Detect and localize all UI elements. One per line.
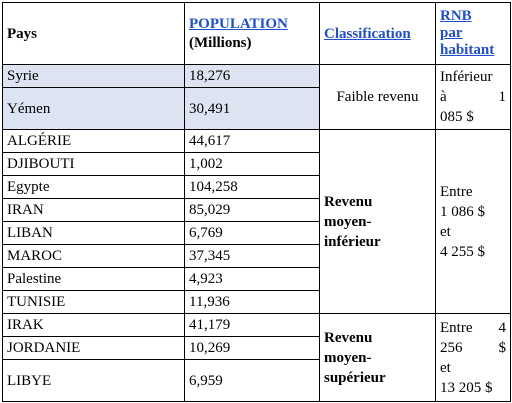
- population-cell: 4,923: [184, 267, 320, 291]
- population-cell: 11,936: [184, 290, 320, 314]
- table-row: Egypte 104,258: [2, 175, 511, 199]
- population-cell: 41,179: [184, 313, 320, 337]
- country-cell: Egypte: [2, 175, 185, 199]
- class-lower-line3: inférieur: [324, 233, 381, 250]
- rnb-low-line1: Inférieur: [440, 69, 493, 85]
- table-row: LIBAN 6,769: [2, 221, 511, 245]
- rnb-low-line2b: 1: [498, 89, 507, 105]
- table-row: DJIBOUTI 1,002: [2, 152, 511, 176]
- rnb-upper-line1: Entre 4: [440, 318, 506, 338]
- country-cell: IRAK: [2, 313, 185, 337]
- country-cell: LIBAN: [2, 221, 185, 245]
- population-cell: 37,345: [184, 244, 320, 268]
- rnb-link-line1[interactable]: RNB: [440, 8, 472, 24]
- country-cell: TUNISIE: [2, 290, 185, 314]
- population-unit-label: (Millions): [189, 34, 252, 51]
- country-cell: Palestine: [2, 267, 185, 291]
- population-column-header: POPULATION (Millions): [184, 2, 320, 65]
- class-upper-line2: moyen-: [324, 349, 372, 366]
- rnb-lower-line1: Entre: [440, 183, 473, 200]
- rnb-upper-line2: 256 $: [440, 338, 506, 358]
- table-row: IRAN 85,029: [2, 198, 511, 222]
- country-cell: Syrie: [2, 64, 185, 88]
- rnb-upper-line2a: 256: [440, 339, 463, 356]
- table-row: LIBYE 6,959: [2, 359, 511, 402]
- class-upper-line3: supérieur: [324, 369, 386, 386]
- class-lower-line1: Revenu: [324, 193, 373, 210]
- country-cell: Yémen: [2, 87, 185, 130]
- rnb-link[interactable]: RNB par habitant: [435, 2, 511, 65]
- rnb-lower-line4: 4 255 $: [440, 243, 485, 260]
- population-cell: 44,617: [184, 129, 320, 153]
- class-upper-line1: Revenu: [324, 329, 373, 346]
- rnb-link-line3[interactable]: habitant: [440, 42, 495, 58]
- country-cell: IRAN: [2, 198, 185, 222]
- country-cell: MAROC: [2, 244, 185, 268]
- table-row: MAROC 37,345: [2, 244, 511, 268]
- table-row: TUNISIE 11,936: [2, 290, 511, 314]
- table-header-row: Pays POPULATION (Millions) Classificatio…: [2, 2, 511, 65]
- population-cell: 104,258: [184, 175, 320, 199]
- rnb-upper-middle: Entre 4 256 $ et 13 205 $: [435, 313, 511, 402]
- classification-upper-middle: Revenu moyen- supérieur: [319, 313, 436, 402]
- rnb-lower-middle: Entre 1 086 $ et 4 255 $: [435, 129, 511, 314]
- rnb-low-line3: 085 $: [440, 109, 474, 125]
- table-row: Palestine 4,923: [2, 267, 511, 291]
- classification-link[interactable]: Classification: [319, 2, 436, 65]
- rnb-low-line2a: à: [440, 89, 447, 105]
- classification-lower-middle: Revenu moyen- inférieur: [319, 129, 436, 314]
- population-cell: 30,491: [184, 87, 320, 130]
- country-column-header: Pays: [2, 2, 185, 65]
- table-row: IRAK 41,179 Revenu moyen- supérieur Entr…: [2, 313, 511, 402]
- country-cell: LIBYE: [2, 359, 185, 402]
- country-cell: ALGÉRIE: [2, 129, 185, 153]
- population-cell: 6,959: [184, 359, 320, 402]
- country-cell: JORDANIE: [2, 336, 185, 360]
- population-cell: 1,002: [184, 152, 320, 176]
- rnb-upper-line3: et: [440, 359, 451, 376]
- rnb-upper-line1a: Entre: [440, 319, 473, 336]
- rnb-upper-line4: 13 205 $: [440, 379, 493, 396]
- rnb-upper-line2b: $: [498, 339, 507, 356]
- table-row: ALGÉRIE 44,617 Revenu moyen- inférieur E…: [2, 129, 511, 314]
- rnb-link-line2[interactable]: par: [440, 25, 463, 41]
- table-row: Yémen 30,491: [2, 87, 511, 130]
- population-cell: 18,276: [184, 64, 320, 88]
- rnb-upper-line1b: 4: [498, 319, 507, 336]
- country-cell: DJIBOUTI: [2, 152, 185, 176]
- classification-low-income: Faible revenu: [319, 64, 436, 130]
- population-link[interactable]: POPULATION: [189, 15, 288, 32]
- population-cell: 6,769: [184, 221, 320, 245]
- class-lower-line2: moyen-: [324, 213, 372, 230]
- rnb-lower-line2: 1 086 $: [440, 203, 485, 220]
- rnb-lower-line3: et: [440, 223, 451, 240]
- population-cell: 85,029: [184, 198, 320, 222]
- population-cell: 10,269: [184, 336, 320, 360]
